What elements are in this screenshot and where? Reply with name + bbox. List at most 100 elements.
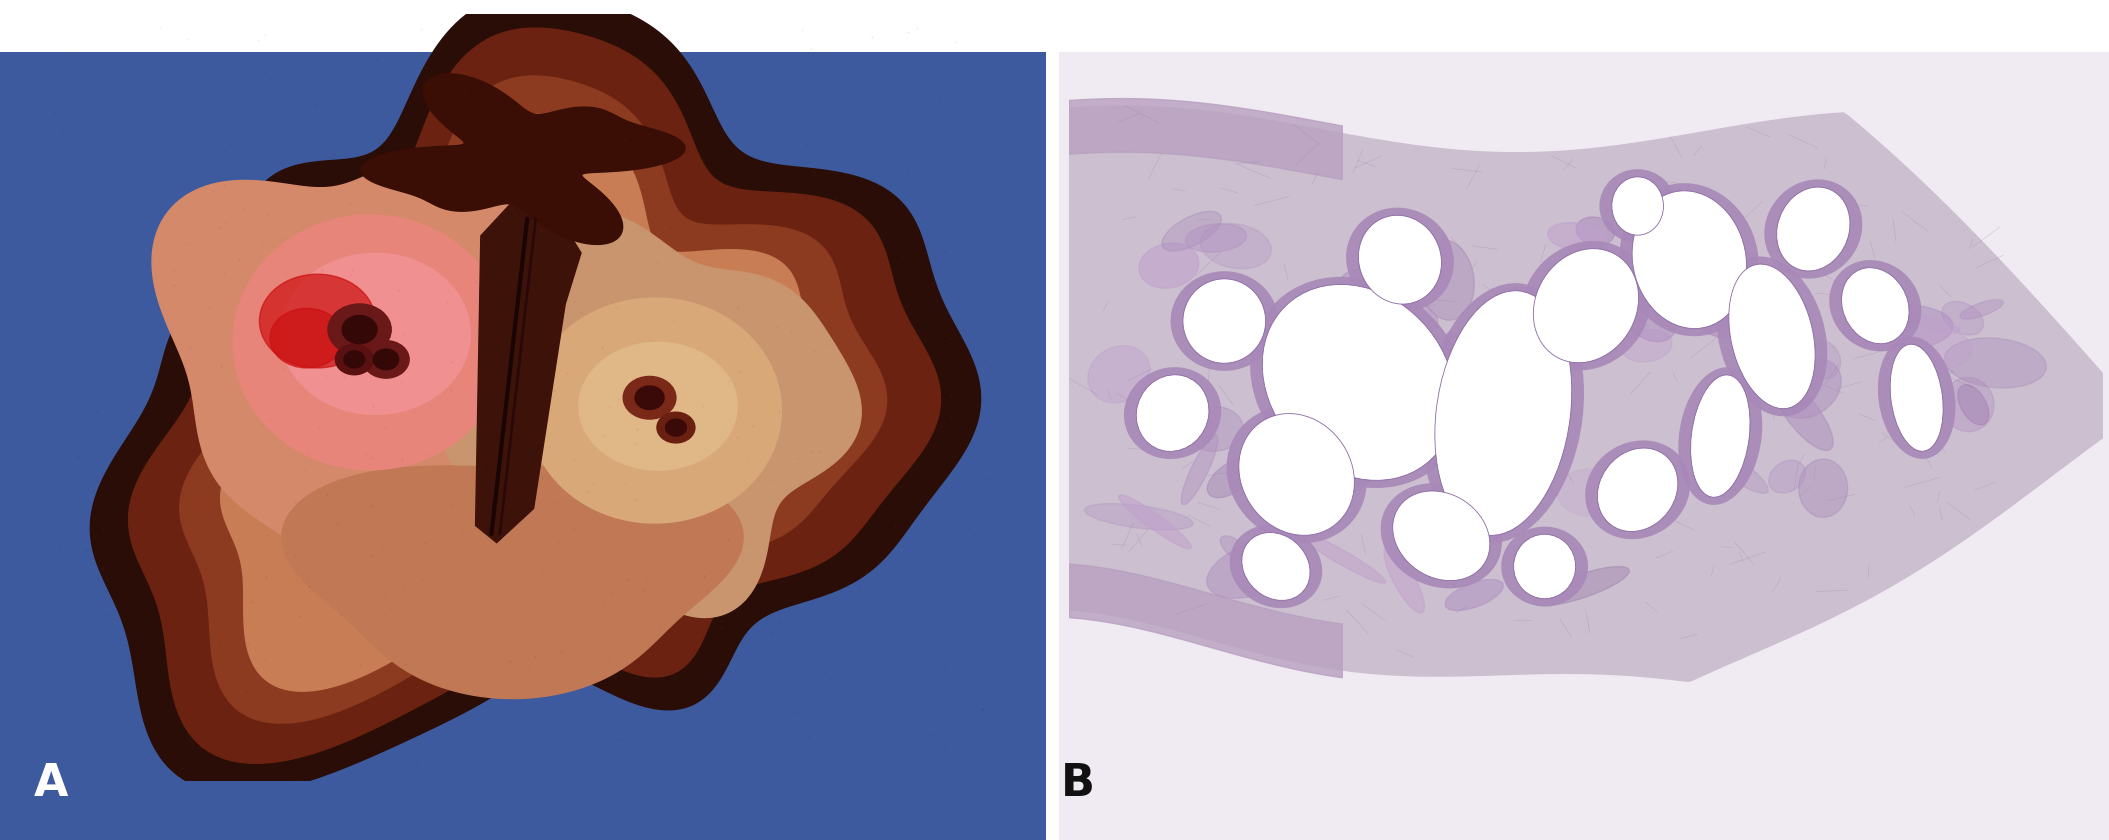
Ellipse shape bbox=[1139, 243, 1198, 288]
Polygon shape bbox=[1069, 106, 2103, 681]
Ellipse shape bbox=[1445, 333, 1478, 374]
Ellipse shape bbox=[1691, 375, 1750, 497]
Polygon shape bbox=[439, 213, 860, 617]
Ellipse shape bbox=[1124, 367, 1221, 459]
Ellipse shape bbox=[1200, 223, 1272, 269]
Ellipse shape bbox=[1206, 539, 1305, 598]
Polygon shape bbox=[221, 114, 844, 691]
Ellipse shape bbox=[1227, 406, 1367, 543]
Ellipse shape bbox=[1622, 329, 1672, 362]
FancyBboxPatch shape bbox=[0, 52, 1046, 840]
Ellipse shape bbox=[1556, 470, 1620, 517]
Ellipse shape bbox=[1445, 580, 1504, 611]
Ellipse shape bbox=[1324, 444, 1375, 493]
Ellipse shape bbox=[1658, 215, 1713, 259]
Ellipse shape bbox=[1729, 264, 1816, 409]
Ellipse shape bbox=[1942, 377, 1995, 432]
Ellipse shape bbox=[1299, 532, 1386, 583]
Circle shape bbox=[335, 344, 373, 375]
Ellipse shape bbox=[1183, 279, 1265, 363]
Circle shape bbox=[624, 376, 677, 419]
Ellipse shape bbox=[1263, 285, 1455, 480]
Ellipse shape bbox=[1717, 256, 1826, 417]
Ellipse shape bbox=[1333, 406, 1362, 436]
Circle shape bbox=[344, 351, 365, 368]
Ellipse shape bbox=[1183, 407, 1244, 451]
Ellipse shape bbox=[1384, 547, 1424, 613]
Ellipse shape bbox=[1776, 187, 1850, 271]
Circle shape bbox=[658, 412, 696, 443]
Ellipse shape bbox=[1514, 534, 1575, 599]
Polygon shape bbox=[361, 74, 685, 244]
Ellipse shape bbox=[1586, 440, 1689, 539]
Ellipse shape bbox=[1242, 533, 1310, 601]
Polygon shape bbox=[580, 343, 738, 470]
Ellipse shape bbox=[1337, 268, 1396, 311]
Ellipse shape bbox=[1238, 413, 1354, 535]
Ellipse shape bbox=[1251, 276, 1468, 488]
Circle shape bbox=[635, 386, 664, 409]
Ellipse shape bbox=[1765, 180, 1862, 279]
Ellipse shape bbox=[1331, 291, 1417, 353]
Circle shape bbox=[342, 316, 378, 344]
Ellipse shape bbox=[1611, 177, 1664, 235]
Ellipse shape bbox=[1521, 241, 1651, 370]
Ellipse shape bbox=[1647, 268, 1708, 309]
Circle shape bbox=[270, 308, 344, 368]
Ellipse shape bbox=[1084, 503, 1194, 530]
Ellipse shape bbox=[1367, 228, 1400, 269]
Polygon shape bbox=[152, 157, 597, 595]
Ellipse shape bbox=[1900, 331, 1972, 370]
Ellipse shape bbox=[1599, 169, 1677, 243]
Polygon shape bbox=[1069, 564, 1341, 678]
Polygon shape bbox=[129, 28, 941, 764]
Ellipse shape bbox=[1533, 566, 1630, 606]
Text: B: B bbox=[1061, 762, 1095, 805]
Ellipse shape bbox=[1181, 435, 1219, 505]
Ellipse shape bbox=[1829, 260, 1921, 351]
Ellipse shape bbox=[1597, 448, 1679, 532]
Ellipse shape bbox=[1268, 407, 1316, 457]
Ellipse shape bbox=[1675, 228, 1731, 259]
Circle shape bbox=[329, 304, 392, 355]
Polygon shape bbox=[1069, 98, 1341, 180]
Ellipse shape bbox=[1339, 289, 1438, 336]
Polygon shape bbox=[529, 298, 782, 523]
Ellipse shape bbox=[1337, 295, 1362, 343]
Ellipse shape bbox=[1843, 304, 1953, 350]
Polygon shape bbox=[280, 254, 470, 414]
Polygon shape bbox=[283, 466, 742, 699]
Ellipse shape bbox=[1346, 207, 1453, 312]
Ellipse shape bbox=[1170, 271, 1278, 371]
Ellipse shape bbox=[1485, 434, 1533, 470]
Ellipse shape bbox=[1890, 344, 1942, 451]
Ellipse shape bbox=[1776, 359, 1841, 418]
Ellipse shape bbox=[1620, 183, 1759, 336]
Ellipse shape bbox=[1942, 302, 1985, 335]
Ellipse shape bbox=[1548, 223, 1607, 251]
Text: A: A bbox=[34, 762, 67, 805]
Ellipse shape bbox=[1841, 268, 1909, 344]
Ellipse shape bbox=[1533, 332, 1582, 370]
Ellipse shape bbox=[1679, 367, 1763, 505]
Ellipse shape bbox=[1434, 291, 1571, 535]
Ellipse shape bbox=[1299, 390, 1343, 423]
Ellipse shape bbox=[1381, 483, 1502, 588]
Ellipse shape bbox=[1194, 291, 1225, 310]
Circle shape bbox=[363, 341, 409, 378]
Ellipse shape bbox=[1957, 385, 1989, 425]
Ellipse shape bbox=[1358, 215, 1440, 304]
Ellipse shape bbox=[1312, 423, 1379, 467]
Ellipse shape bbox=[1698, 442, 1767, 493]
Ellipse shape bbox=[1799, 459, 1847, 517]
Ellipse shape bbox=[1489, 287, 1554, 332]
Polygon shape bbox=[91, 0, 981, 793]
Ellipse shape bbox=[1185, 223, 1246, 252]
Ellipse shape bbox=[1944, 338, 2046, 388]
Ellipse shape bbox=[1502, 497, 1533, 532]
Ellipse shape bbox=[1575, 217, 1615, 245]
FancyBboxPatch shape bbox=[1059, 52, 2109, 840]
Ellipse shape bbox=[1502, 527, 1588, 606]
Polygon shape bbox=[234, 215, 508, 470]
Ellipse shape bbox=[1434, 348, 1478, 380]
